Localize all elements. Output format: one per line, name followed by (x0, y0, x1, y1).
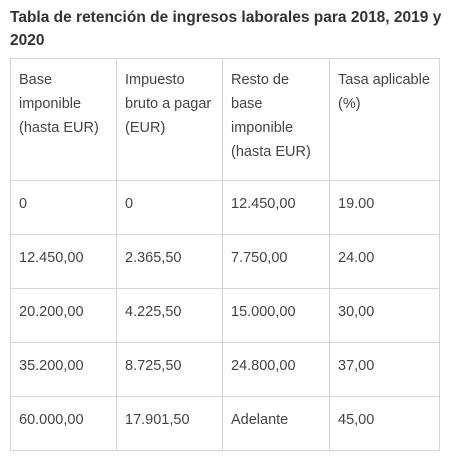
table-row: 12.450,00 2.365,50 7.750,00 24.00 (10, 234, 440, 289)
content-area: Tabla de retención de ingresos laborales… (0, 6, 442, 451)
cell-tasa-aplicable: 37,00 (329, 342, 440, 397)
cell-tasa-aplicable: 19.00 (329, 180, 440, 235)
table-header-row: Base imponible (hasta EUR) Impuesto brut… (10, 58, 440, 181)
cell-tasa-aplicable: 45,00 (329, 396, 440, 451)
cell-base-imponible: 35.200,00 (10, 342, 117, 397)
header-resto-base: Resto de base imponible (hasta EUR) (222, 58, 330, 181)
table-row: 35.200,00 8.725,50 24.800,00 37,00 (10, 342, 440, 397)
cell-impuesto-bruto: 4.225,50 (116, 288, 223, 343)
cell-impuesto-bruto: 0 (116, 180, 223, 235)
table-row: 20.200,00 4.225,50 15.000,00 30,00 (10, 288, 440, 343)
cell-base-imponible: 60.000,00 (10, 396, 117, 451)
cell-base-imponible: 20.200,00 (10, 288, 117, 343)
cell-tasa-aplicable: 30,00 (329, 288, 440, 343)
cell-impuesto-bruto: 2.365,50 (116, 234, 223, 289)
cell-resto-base: 24.800,00 (222, 342, 330, 397)
table-row: 60.000,00 17.901,50 Adelante 45,00 (10, 396, 440, 451)
cell-impuesto-bruto: 8.725,50 (116, 342, 223, 397)
header-impuesto-bruto: Impuesto bruto a pagar (EUR) (116, 58, 223, 181)
cell-resto-base: 7.750,00 (222, 234, 330, 289)
table-title: Tabla de retención de ingresos laborales… (10, 9, 442, 49)
header-base-imponible: Base imponible (hasta EUR) (10, 58, 117, 181)
cell-resto-base: 12.450,00 (222, 180, 330, 235)
table-row: 0 0 12.450,00 19.00 (10, 180, 440, 235)
cell-base-imponible: 12.450,00 (10, 234, 117, 289)
cell-tasa-aplicable: 24.00 (329, 234, 440, 289)
cell-base-imponible: 0 (10, 180, 117, 235)
cell-resto-base: 15.000,00 (222, 288, 330, 343)
cell-impuesto-bruto: 17.901,50 (116, 396, 223, 451)
withholding-table: Base imponible (hasta EUR) Impuesto brut… (10, 58, 440, 451)
cell-resto-base: Adelante (222, 396, 330, 451)
header-tasa-aplicable: Tasa aplicable (%) (329, 58, 440, 181)
